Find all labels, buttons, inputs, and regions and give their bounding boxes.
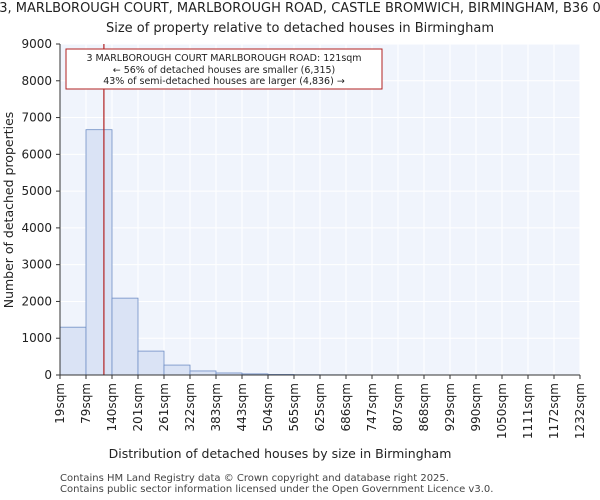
y-axis-label: Number of detached properties: [1, 112, 16, 309]
y-tick-label: 4000: [21, 221, 52, 235]
x-tick-label: 79sqm: [79, 383, 93, 424]
footer-line2: Contains public sector information licen…: [60, 484, 494, 495]
chart-svg: 3, MARLBOROUGH COURT, MARLBOROUGH ROAD, …: [0, 1, 600, 461]
x-tick-label: 929sqm: [443, 383, 457, 431]
annotation-line1: 3 MARLBOROUGH COURT MARLBOROUGH ROAD: 12…: [86, 53, 361, 64]
y-tick-label: 9000: [21, 37, 52, 51]
x-tick-labels: 19sqm 79sqm 140sqm 201sqm 261sqm 322sqm 383sqm…: [53, 375, 587, 439]
x-tick-label: 322sqm: [183, 383, 197, 431]
annotation-line3: 43% of semi-detached houses are larger (…: [103, 76, 345, 87]
x-tick-label: 261sqm: [157, 383, 171, 431]
x-tick-label: 868sqm: [417, 383, 431, 431]
x-tick-label: 1111sqm: [521, 383, 535, 439]
x-tick-label: 1232sqm: [573, 383, 587, 439]
y-tick-label: 0: [44, 368, 52, 382]
y-tick-label: 6000: [21, 147, 52, 161]
x-tick-label: 625sqm: [313, 383, 327, 431]
annotation-frame: [65, 48, 383, 90]
annotation-line2: ← 56% of detached houses are smaller (6,…: [113, 65, 336, 76]
y-tick-label: 1000: [21, 331, 52, 345]
bar-140sqm: [111, 297, 139, 376]
bar-261sqm: [163, 364, 191, 376]
x-tick-label: 1172sqm: [547, 383, 561, 439]
x-tick-label: 747sqm: [365, 383, 379, 431]
annotation-box: 3 MARLBOROUGH COURT MARLBOROUGH ROAD: 12…: [65, 48, 383, 90]
y-tick-label: 7000: [21, 111, 52, 125]
footer-line1: Contains HM Land Registry data © Crown c…: [60, 473, 449, 484]
x-tick-label: 140sqm: [105, 383, 119, 431]
y-tick-label: 3000: [21, 258, 52, 272]
x-axis-label: Distribution of detached houses by size …: [109, 446, 452, 461]
chart-title-line1: 3, MARLBOROUGH COURT, MARLBOROUGH ROAD, …: [0, 1, 600, 16]
x-tick-label: 443sqm: [235, 383, 249, 431]
y-tick-label: 8000: [21, 74, 52, 88]
y-tick-label: 2000: [21, 294, 52, 308]
x-tick-label: 19sqm: [53, 383, 67, 424]
bar-19sqm: [59, 326, 87, 376]
bar-201sqm: [137, 350, 165, 376]
x-tick-label: 504sqm: [261, 383, 275, 431]
x-tick-label: 1050sqm: [495, 383, 509, 439]
x-tick-label: 565sqm: [287, 383, 301, 431]
x-tick-label: 686sqm: [339, 383, 353, 431]
bar-322sqm: [189, 370, 217, 376]
bar-79sqm: [85, 129, 113, 376]
x-tick-label: 201sqm: [131, 383, 145, 431]
chart-title-line2: Size of property relative to detached ho…: [106, 21, 494, 36]
x-tick-label: 383sqm: [209, 383, 223, 431]
x-tick-label: 990sqm: [469, 383, 483, 431]
x-tick-label: 807sqm: [391, 383, 405, 431]
bars: [59, 129, 555, 376]
y-tick-label: 5000: [21, 184, 52, 198]
y-tick-labels: 0 1000 2000 3000 4000 5000 6000 7000 8000 9000: [21, 37, 60, 382]
